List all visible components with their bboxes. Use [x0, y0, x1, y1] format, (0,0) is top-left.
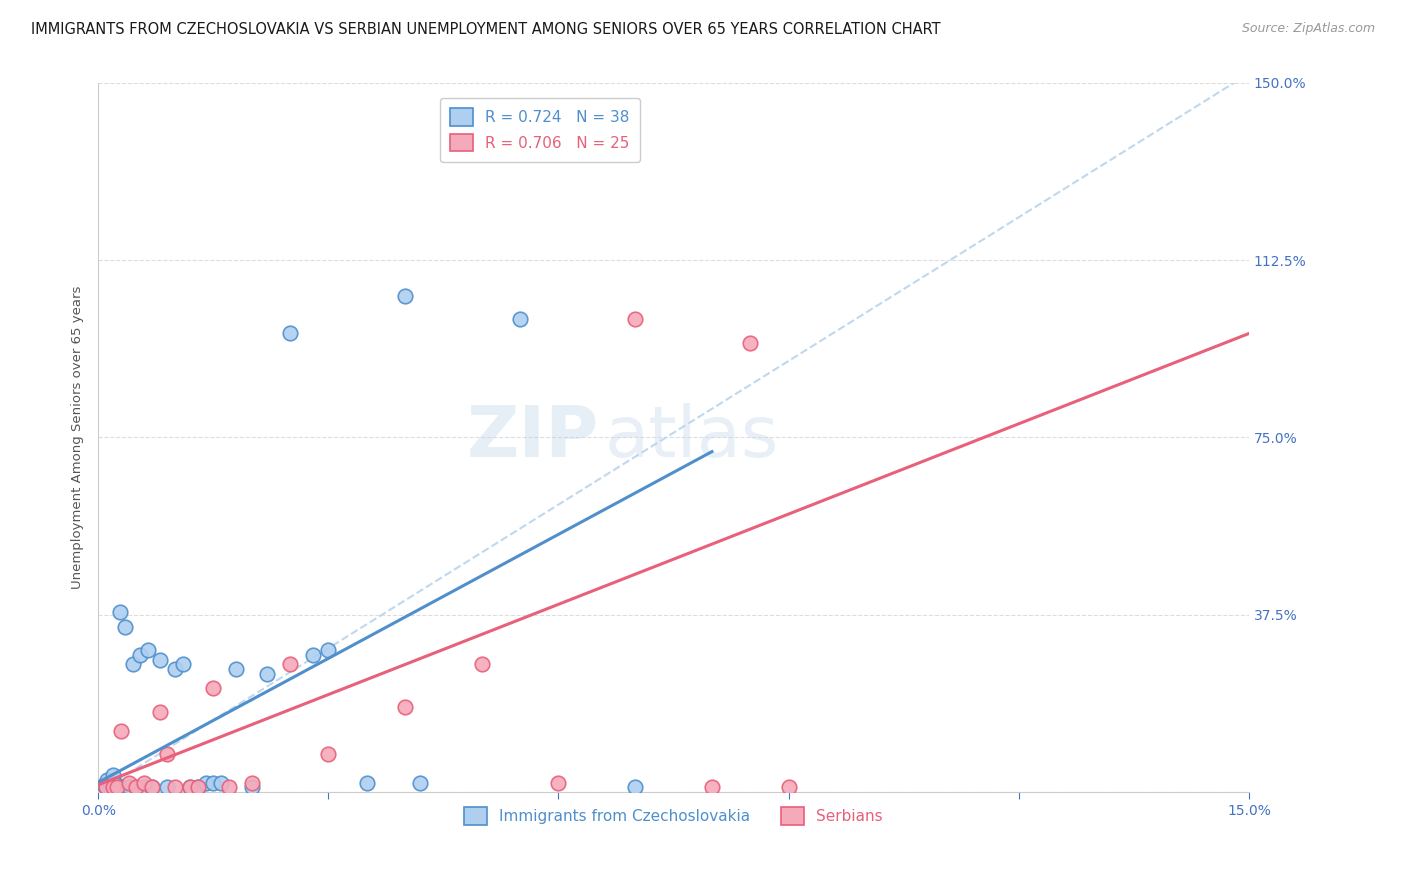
Point [98, 780, 121, 795]
Point [302, 648, 325, 662]
Point [278, 657, 301, 672]
Point [118, 775, 141, 789]
Point [225, 662, 247, 676]
Point [163, 780, 186, 795]
Point [156, 780, 179, 795]
Point [624, 312, 647, 326]
Point [394, 699, 416, 714]
Point [93, 778, 115, 792]
Point [125, 780, 148, 795]
Point [240, 780, 263, 795]
Point [194, 775, 217, 789]
Point [409, 775, 432, 789]
Point [114, 619, 136, 633]
Point [202, 681, 225, 695]
Point [256, 666, 278, 681]
Point [148, 705, 170, 719]
Point [103, 768, 125, 782]
Point [110, 780, 132, 795]
Point [103, 780, 125, 795]
Point [394, 288, 416, 302]
Point [278, 326, 301, 341]
Point [125, 780, 148, 795]
Point [110, 723, 132, 738]
Point [118, 780, 141, 795]
Y-axis label: Unemployment Among Seniors over 65 years: Unemployment Among Seniors over 65 years [72, 285, 84, 589]
Point [209, 775, 232, 789]
Point [104, 780, 127, 795]
Point [141, 780, 163, 795]
Point [740, 335, 762, 350]
Point [179, 780, 201, 795]
Point [509, 312, 531, 326]
Legend: Immigrants from Czechoslovakia, Serbians: Immigrants from Czechoslovakia, Serbians [456, 798, 891, 834]
Point [187, 780, 209, 795]
Point [172, 657, 194, 672]
Point [356, 775, 378, 789]
Point [179, 780, 201, 795]
Text: ZIP: ZIP [467, 403, 599, 472]
Point [318, 747, 340, 761]
Point [700, 780, 723, 795]
Point [121, 657, 143, 672]
Point [96, 773, 118, 788]
Point [156, 747, 179, 761]
Point [94, 780, 117, 795]
Point [105, 778, 128, 792]
Point [148, 652, 170, 666]
Text: atlas: atlas [605, 403, 779, 472]
Point [202, 775, 225, 789]
Point [318, 643, 340, 657]
Point [163, 662, 186, 676]
Point [136, 643, 159, 657]
Point [129, 648, 152, 662]
Point [218, 780, 240, 795]
Point [471, 657, 494, 672]
Point [94, 780, 117, 795]
Point [108, 605, 131, 619]
Point [547, 775, 569, 789]
Point [778, 780, 800, 795]
Point [134, 775, 156, 789]
Point [101, 778, 124, 792]
Text: IMMIGRANTS FROM CZECHOSLOVAKIA VS SERBIAN UNEMPLOYMENT AMONG SENIORS OVER 65 YEA: IMMIGRANTS FROM CZECHOSLOVAKIA VS SERBIA… [31, 22, 941, 37]
Point [105, 780, 128, 795]
Point [141, 780, 163, 795]
Text: Source: ZipAtlas.com: Source: ZipAtlas.com [1241, 22, 1375, 36]
Point [187, 780, 209, 795]
Point [134, 780, 156, 795]
Point [624, 780, 647, 795]
Point [240, 775, 263, 789]
